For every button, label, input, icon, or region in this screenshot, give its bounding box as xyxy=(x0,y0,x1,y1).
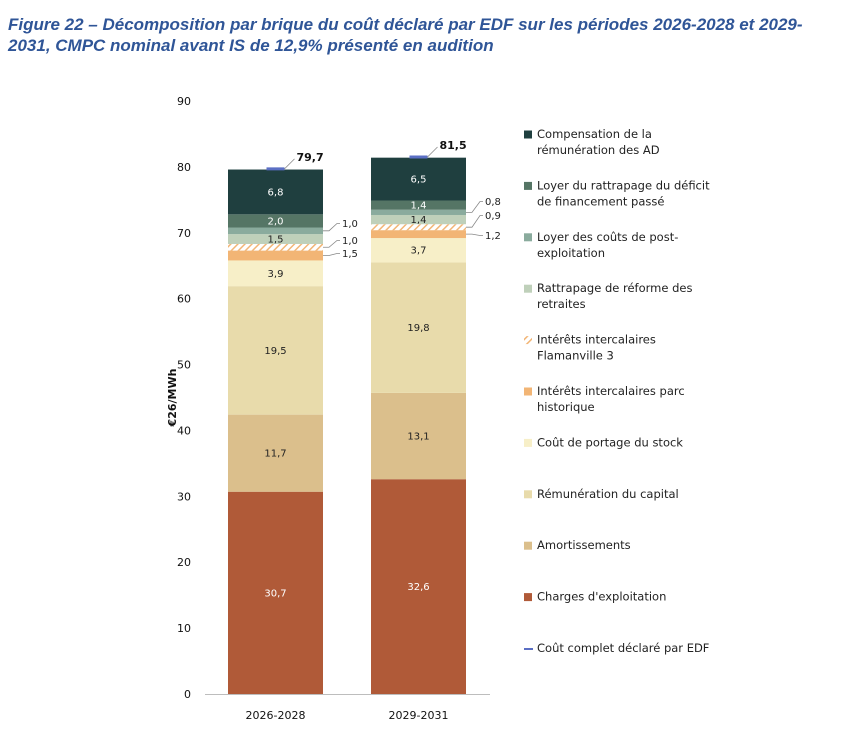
total-value-label: 79,7 xyxy=(297,151,324,164)
bar-segment xyxy=(371,200,466,210)
bar-segment xyxy=(228,260,323,287)
leader-line xyxy=(323,223,340,232)
bar-segment xyxy=(228,250,323,261)
segment-value-label: 1,4 xyxy=(411,201,427,212)
leader-line xyxy=(466,201,483,213)
segment-value-label: 1,5 xyxy=(268,235,284,246)
y-tick-label: 60 xyxy=(177,293,191,306)
leader-line xyxy=(466,215,483,228)
legend-swatch xyxy=(524,387,532,396)
y-axis: 0 10 20 30 40 50 60 70 80 90 €26/MWh 2026-2028 2029-… xyxy=(166,95,490,722)
legend-label: Flamanville 3 xyxy=(537,349,614,363)
x-tick-label: 2029-2031 xyxy=(389,709,449,722)
segment-value-label: 1,0 xyxy=(342,236,358,247)
segment-value-label: 6,5 xyxy=(411,175,427,186)
segment-value-label: 3,9 xyxy=(268,269,284,280)
y-tick-label: 50 xyxy=(177,359,191,372)
legend: Compensation de la rémunération des AD Loy… xyxy=(524,127,710,655)
bar-segment xyxy=(228,414,323,492)
legend-label: Compensation de la xyxy=(537,127,652,141)
legend-label: Rémunération du capital xyxy=(537,487,679,501)
y-tick-label: 40 xyxy=(177,424,191,437)
segment-value-label: 19,5 xyxy=(264,346,286,357)
segment-value-label: 32,6 xyxy=(407,582,429,593)
bar-segment xyxy=(371,479,466,694)
legend-label: historique xyxy=(537,400,595,414)
legend-label: Loyer des coûts de post- xyxy=(537,230,678,244)
bar-segment xyxy=(371,392,466,480)
legend-label: Charges d'exploitation xyxy=(537,590,666,604)
y-tick-label: 30 xyxy=(177,490,191,503)
legend-label: Amortissements xyxy=(537,538,631,552)
y-axis-label: €26/MWh xyxy=(166,369,179,428)
legend-label: Rattrapage de réforme des xyxy=(537,281,692,295)
y-tick-label: 10 xyxy=(177,622,191,635)
legend-swatch xyxy=(524,284,532,293)
bar-segment xyxy=(228,286,323,415)
legend-swatch xyxy=(524,541,532,550)
bar-segment xyxy=(228,214,323,228)
legend-label: Intérêts intercalaires parc xyxy=(537,384,685,398)
y-tick-label: 90 xyxy=(177,95,191,108)
legend-label: retraites xyxy=(537,297,586,311)
bar-segment xyxy=(371,224,466,231)
segment-value-label: 1,5 xyxy=(342,249,358,260)
leader-line xyxy=(323,253,340,256)
bar-segment xyxy=(228,227,323,235)
bar-segment xyxy=(371,230,466,239)
segment-value-label: 0,9 xyxy=(485,211,501,222)
bar-segment xyxy=(228,234,323,244)
leader-line xyxy=(323,240,340,248)
total-leader-line xyxy=(427,146,438,158)
leader-line xyxy=(466,233,483,236)
legend-swatch xyxy=(524,593,532,602)
legend-label: rémunération des AD xyxy=(537,143,660,157)
segment-value-label: 0,8 xyxy=(485,197,501,208)
segment-value-label: 1,0 xyxy=(342,219,358,230)
x-tick-label: 2026-2028 xyxy=(246,709,306,722)
segment-value-label: 19,8 xyxy=(407,323,429,334)
legend-swatch xyxy=(524,490,532,499)
legend-label: Coût complet déclaré par EDF xyxy=(537,641,709,655)
bar-segment xyxy=(371,209,466,215)
segment-value-label: 11,7 xyxy=(264,449,286,460)
legend-label: Intérêts intercalaires xyxy=(537,333,656,347)
segment-value-label: 1,2 xyxy=(485,231,501,242)
bar-segment xyxy=(371,238,466,263)
bar-segment xyxy=(371,214,466,225)
y-tick-label: 0 xyxy=(184,688,191,701)
bar-segment xyxy=(371,262,466,393)
segment-value-label: 30,7 xyxy=(264,588,286,599)
total-value-label: 81,5 xyxy=(440,139,467,152)
bar-segment xyxy=(228,491,323,694)
legend-label: Coût de portage du stock xyxy=(537,435,683,449)
segment-value-label: 13,1 xyxy=(407,432,429,443)
legend-label: Loyer du rattrapage du déficit xyxy=(537,178,710,192)
legend-swatch xyxy=(524,336,532,345)
total-leader-line xyxy=(284,158,295,170)
bar-segment xyxy=(371,157,466,201)
segment-value-label: 6,8 xyxy=(268,187,284,198)
legend-label: de financement passé xyxy=(537,194,664,208)
y-tick-label: 70 xyxy=(177,227,191,240)
bar-segment xyxy=(228,243,323,251)
legend-label: exploitation xyxy=(537,246,605,260)
legend-swatch xyxy=(524,438,532,447)
legend-swatch xyxy=(524,181,532,190)
bars: 30,7 11,7 19,5 3,9 1,5 2,0 6,8 1,0 1,0 1,5 79,7 32,… xyxy=(228,139,501,694)
y-tick-label: 20 xyxy=(177,556,191,569)
y-tick-label: 80 xyxy=(177,161,191,174)
legend-swatch xyxy=(524,130,532,139)
segment-value-label: 1,4 xyxy=(411,215,427,226)
bar-segment xyxy=(228,169,323,215)
legend-swatch xyxy=(524,233,532,242)
figure-title: Figure 22 – Décomposition par brique du … xyxy=(8,15,803,55)
segment-value-label: 3,7 xyxy=(411,246,427,257)
segment-value-label: 2,0 xyxy=(268,216,284,227)
